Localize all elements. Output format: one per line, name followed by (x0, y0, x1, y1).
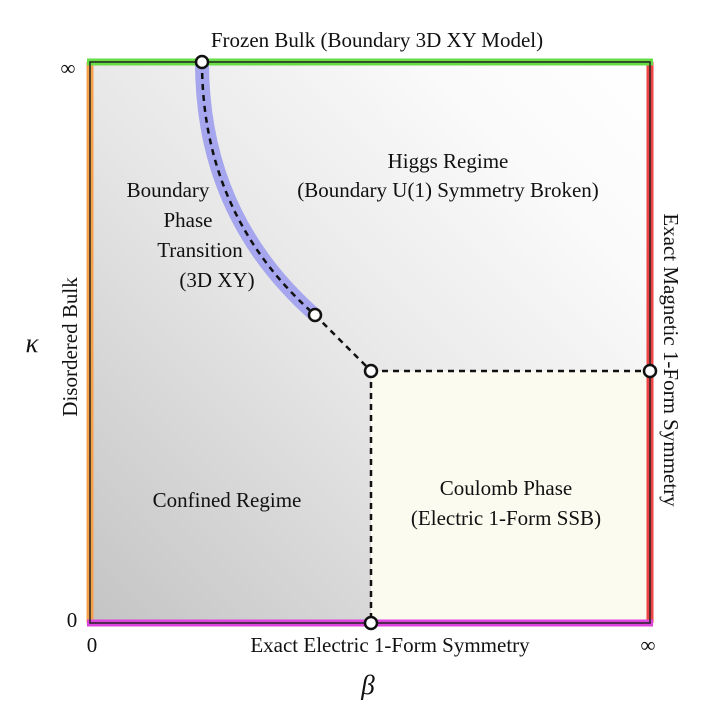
higgs-regime-title: Higgs Regime (388, 149, 509, 173)
confined-regime-label: Confined Regime (153, 488, 302, 512)
top-boundary-label: Frozen Bulk (Boundary 3D XY Model) (211, 28, 543, 52)
transition-label-line3: Transition (157, 238, 243, 262)
right-boundary-label: Exact Magnetic 1-Form Symmetry (659, 213, 683, 507)
coulomb-phase-title: Coulomb Phase (440, 476, 572, 500)
transition-top-point (196, 56, 208, 68)
triple-point (365, 365, 377, 377)
transition-end-point (309, 309, 321, 321)
transition-label-line1: Boundary (127, 178, 210, 202)
higgs-regime-subtitle: (Boundary U(1) Symmetry Broken) (297, 178, 599, 202)
x-axis-symbol: β (360, 670, 375, 700)
x-tick-zero: 0 (87, 633, 98, 657)
bottom-edge-point (365, 617, 377, 629)
x-tick-infinity: ∞ (641, 633, 656, 657)
coulomb-phase-subtitle: (Electric 1-Form SSB) (411, 506, 601, 530)
transition-label-line2: Phase (164, 208, 213, 232)
left-boundary-label: Disordered Bulk (58, 277, 82, 417)
transition-label-line4: (3D XY) (179, 268, 254, 292)
y-axis-symbol: κ (26, 328, 40, 358)
y-tick-infinity: ∞ (61, 56, 76, 80)
right-edge-point (644, 365, 656, 377)
y-tick-zero: 0 (67, 608, 78, 632)
bottom-boundary-label: Exact Electric 1-Form Symmetry (250, 633, 530, 657)
